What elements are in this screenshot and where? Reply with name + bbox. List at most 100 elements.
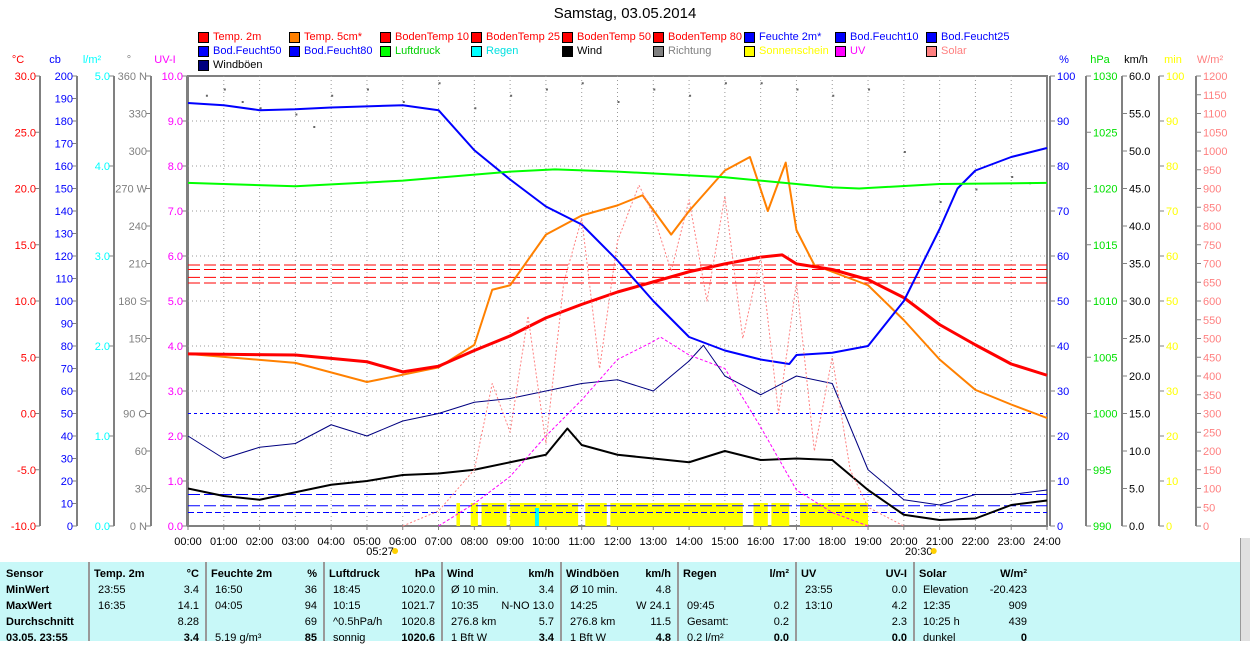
legend-label: Bod.Feucht10 <box>850 31 919 43</box>
axis-tick-label: 1150 <box>1203 90 1227 102</box>
axis-tick-label: 450 <box>1203 352 1221 364</box>
series-temp-5cm- <box>187 156 1048 419</box>
sunshine-bar <box>753 503 768 526</box>
direction-point <box>653 88 656 91</box>
axis-tick-label: 90 <box>1057 116 1069 128</box>
table-cell: 10:35 <box>451 600 479 612</box>
axis-tick-label: 750 <box>1203 240 1221 252</box>
axis-tick-label: 4.0 <box>168 341 183 353</box>
table-row: 1 Bft W 3.4 <box>447 632 554 648</box>
axis-tick-label: 60 <box>1057 251 1069 263</box>
table-cell: 94 <box>304 600 317 612</box>
table-column: Solar W/m² Elevation -20.423 12:35 909 10:25 h… <box>913 562 1033 644</box>
axis-tick-label: 10.0 <box>15 296 36 308</box>
legend-item: Luftdruck <box>380 45 440 57</box>
direction-point <box>903 151 906 153</box>
direction-point <box>295 113 298 116</box>
table-cell <box>94 632 98 648</box>
direction-point <box>1011 176 1014 178</box>
series-temp-2m <box>187 253 1048 377</box>
legend-swatch-icon <box>562 31 573 43</box>
table-row: Ø 10 min. 4.8 <box>566 584 671 600</box>
axis-tick-label: 650 <box>1203 277 1221 289</box>
axis-tick-label: 5.0 <box>168 296 183 308</box>
axis-tick-label: 20 <box>1057 431 1069 443</box>
axis-tick-label: 50.0 <box>1129 146 1150 158</box>
axis-tick-label: 10 <box>1057 476 1069 488</box>
table-cell: W/m² <box>1000 568 1027 580</box>
table-cell: Elevation <box>923 584 969 596</box>
table-cell: 5.19 g/m³ <box>215 632 262 644</box>
axis-tick-label: 5.0 <box>21 352 36 364</box>
table-cell: Wind <box>447 568 474 580</box>
legend-label: Feuchte 2m* <box>759 31 822 43</box>
table-column: UV UV-I 23:55 0.0 13:10 4.2 2.3 0.0 <box>795 562 915 644</box>
axis-tick-label: 70 <box>1166 206 1178 218</box>
axis-tick-label: 150 <box>129 334 147 346</box>
table-row: MaxWert <box>6 600 82 616</box>
direction-point <box>438 82 441 85</box>
axis-tick-label: 2.0 <box>168 431 183 443</box>
series-uv <box>438 336 869 527</box>
table-cell: W 24.1 <box>636 600 671 612</box>
legend-item: Bod.Feucht80 <box>289 45 373 57</box>
table-cell: % <box>307 568 317 580</box>
axis-tick-label: 2.0 <box>95 341 110 353</box>
sunshine-bar <box>456 503 461 526</box>
table-cell: sonnig <box>333 632 366 644</box>
series-luftdruck <box>187 168 1048 190</box>
legend-item: Richtung <box>653 45 711 57</box>
table-cell <box>94 616 98 632</box>
table-row: 23:55 3.4 <box>94 584 199 600</box>
legend-item: Bod.Feucht50 <box>198 45 282 57</box>
table-cell: Feuchte 2m <box>211 568 273 580</box>
legend-label: Bod.Feucht80 <box>304 45 373 57</box>
table-cell: 4.2 <box>891 600 907 612</box>
axis-tick-label: 160 <box>55 161 73 173</box>
table-cell: 1020.0 <box>401 584 435 596</box>
table-cell: 0.0 <box>891 632 907 644</box>
axis-unit: % <box>1059 54 1069 66</box>
axis-tick-label: 30.0 <box>15 71 36 83</box>
direction-point <box>241 101 244 103</box>
series-wind <box>187 427 1048 521</box>
table-row: 0.2 l/m² 0.0 <box>683 632 789 648</box>
axis-tick-label: 140 <box>55 206 73 218</box>
table-cell: 5.7 <box>538 616 554 628</box>
axis-tick-label: 70 <box>61 364 73 376</box>
axis-tick-label: 50 <box>1057 296 1069 308</box>
legend-label: UV <box>850 45 866 57</box>
axis-tick-label: 5.0 <box>1129 484 1144 496</box>
axis-tick-label: 25.0 <box>1129 334 1150 346</box>
legend-item: BodenTemp 25 <box>471 31 560 43</box>
legend-label: BodenTemp 50 <box>577 31 651 43</box>
table-cell: Durchschnitt <box>6 616 74 628</box>
axis-unit: °C <box>12 54 24 66</box>
axis-tick-label: 20.0 <box>15 184 36 196</box>
table-cell: 0.2 l/m² <box>687 632 724 644</box>
x-tick-label: 03:00 <box>282 536 310 548</box>
axis-tick-label: 6.0 <box>168 251 183 263</box>
axis-tick-label: 0.0 <box>1129 521 1144 533</box>
axis-tick-label: 1.0 <box>95 431 110 443</box>
legend-item: Windböen <box>198 59 263 71</box>
axis-tick-label: 3.0 <box>95 251 110 263</box>
table-cell: 1 Bft W <box>570 632 607 644</box>
axis-tick-label: 950 <box>1203 165 1221 177</box>
table-header: Wind km/h <box>447 568 554 584</box>
scrollbar[interactable] <box>1240 538 1250 641</box>
table-row: 1 Bft W 4.8 <box>566 632 671 648</box>
legend-swatch-icon <box>380 31 391 43</box>
sunset-label: 20:30 <box>905 546 933 558</box>
statistics-table: Sensor MinWert MaxWert Durchschnitt 03.05. 2… <box>0 562 1240 644</box>
direction-point <box>545 88 548 91</box>
axis-tick-label: 150 <box>55 184 73 196</box>
table-row: 10:35 N-NO 13.0 <box>447 600 554 616</box>
legend-swatch-icon <box>289 31 300 43</box>
legend-label: Luftdruck <box>395 45 441 57</box>
x-tick-label: 10:00 <box>532 536 560 548</box>
chart-title: Samstag, 03.05.2014 <box>553 5 697 22</box>
legend-label: Bod.Feucht50 <box>213 45 282 57</box>
table-cell: 276.8 km <box>570 616 616 628</box>
x-tick-label: 01:00 <box>210 536 238 548</box>
